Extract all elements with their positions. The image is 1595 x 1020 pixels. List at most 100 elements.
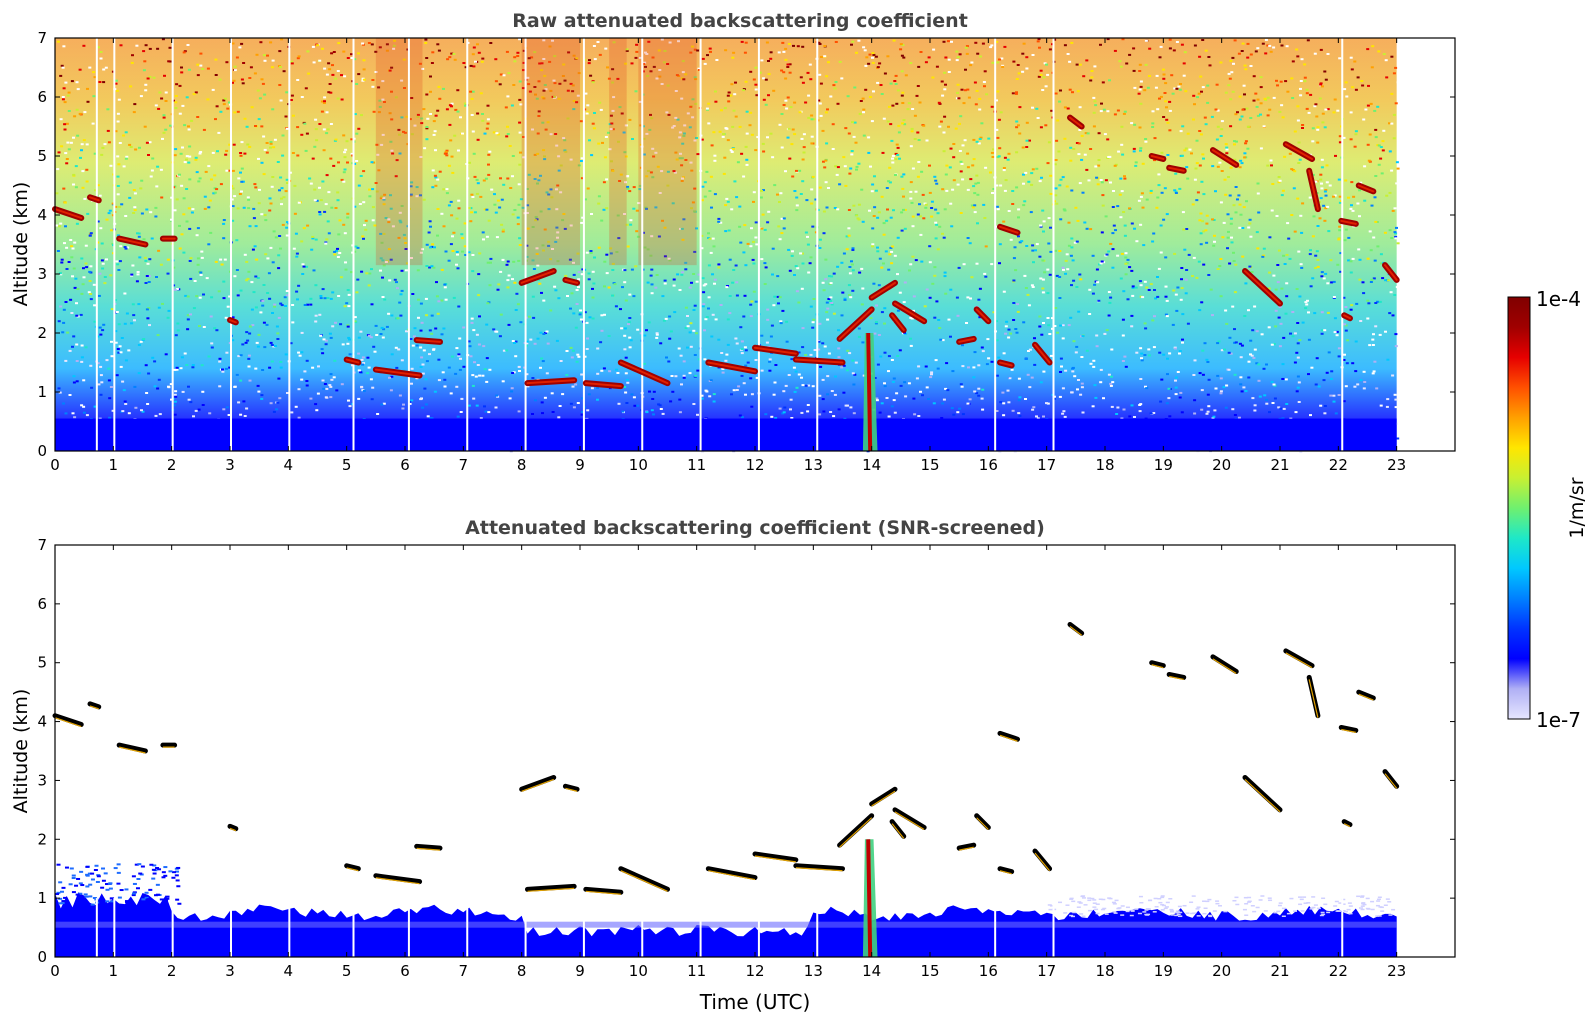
snr-fringe-speckle [1112,903,1117,905]
snr-screened-panel: Attenuated backscattering coefficient (S… [10,517,1456,1014]
snr-aerosol-speckle [61,886,66,889]
snr-aerosol-speckle [131,892,136,895]
snr-fringe-speckle [1366,908,1371,910]
snr-cloud-layer [618,866,670,892]
snr-fringe-speckle [1202,912,1207,915]
snr-cloud-edge [346,867,359,872]
snr-cloud-edge [1358,693,1374,701]
raw-cloud-core [1069,116,1083,128]
raw-cloud-core [564,278,579,284]
snr-cloud-edge [1343,823,1351,828]
raw-cloud-core [999,225,1019,234]
snr-fringe-speckle [1208,915,1213,918]
snr-aerosol-speckle [88,883,93,886]
y-tick-label: 4 [37,713,47,731]
snr-fringe-speckle [1309,908,1314,910]
x-tick-label: 8 [517,456,527,474]
snr-fringe-speckle [1120,914,1125,916]
snr-fringe-speckle [1163,907,1168,910]
raw-cloud-core [118,237,147,246]
snr-aerosol-speckle [96,874,101,877]
snr-fringe-speckle [1215,902,1220,905]
snr-fringe-speckle [1360,895,1365,897]
snr-fringe-speckle [1303,902,1308,904]
x-tick-label: 12 [745,962,764,980]
snr-fringe-speckle [1170,911,1175,913]
y-tick-label: 5 [37,654,47,672]
snr-fringe-speckle [1101,898,1106,901]
raw-cloud-core [1244,270,1281,305]
x-tick-label: 12 [745,456,764,474]
y-tick-label: 4 [37,206,47,224]
snr-fringe-speckle [1081,897,1086,899]
snr-fringe-speckle [1190,912,1195,915]
snr-data-gap [1052,898,1055,957]
raw-cloud-core [1211,149,1238,166]
snr-aerosol-speckle [104,883,109,886]
x-tick-label: 19 [1154,456,1173,474]
snr-fringe-speckle [1293,910,1298,912]
snr-fringe-speckle [1277,904,1282,907]
snr-fringe-speckle [1376,900,1381,902]
raw-cloud-core [1384,264,1398,281]
snr-fringe-speckle [1160,903,1165,906]
snr-cloud-edge [1308,679,1319,718]
snr-data-gap [113,898,116,957]
x-tick-label: 11 [687,962,706,980]
snr-boundary-fringe [55,921,1397,928]
y-tick-label: 2 [37,324,47,342]
raw-cloud-core [1168,166,1185,172]
snr-cloud-layer [752,851,799,863]
snr-aerosol-speckle [71,877,76,880]
snr-aerosol-speckle [119,889,124,892]
snr-aerosol-speckle [174,874,179,877]
snr-fringe-speckle [1174,914,1179,917]
snr-aerosol-speckle [151,877,156,880]
y-tick-label: 2 [37,830,47,848]
snr-cloud-edge [1069,625,1083,636]
snr-aerosol-speckle [176,885,181,888]
snr-fringe-speckle [1161,904,1166,907]
x-tick-label: 14 [862,456,881,474]
snr-fringe-speckle [1375,915,1380,917]
snr-aerosol-speckle [175,898,180,901]
x-tick-label: 17 [1037,962,1056,980]
x-tick-label: 23 [1387,962,1406,980]
raw-data-gap [582,38,585,451]
snr-fringe-speckle [1178,911,1183,914]
snr-fringe-speckle [1267,897,1272,899]
x-tick-label: 2 [167,962,177,980]
raw-cloud-core [1308,169,1319,211]
snr-fringe-speckle [1247,900,1252,903]
snr-fringe-speckle [1370,908,1375,911]
raw-cloud-core [870,281,896,299]
snr-cloud-edge [871,790,896,807]
snr-cloud-edge [89,705,99,710]
raw-y-axis-label: Altitude (km) [10,182,32,307]
snr-fringe-speckle [1311,896,1316,898]
snr-fringe-speckle [1116,907,1121,910]
raw-heatmap [52,38,1400,453]
snr-aerosol-speckle [71,874,76,877]
snr-aerosol-speckle [116,863,121,866]
x-tick-label: 16 [979,962,998,980]
snr-fringe-speckle [1299,898,1304,901]
x-tick-label: 1 [109,962,119,980]
snr-fringe-speckle [1300,910,1305,912]
snr-data-gap [95,898,98,957]
snr-aerosol-speckle [161,871,166,874]
x-tick-label: 16 [979,456,998,474]
x-tick-label: 7 [459,962,469,980]
snr-cloud-edge [119,746,146,754]
snr-fringe-speckle [1081,915,1086,918]
snr-fringe-speckle [1087,897,1092,899]
raw-backscatter-panel: Raw attenuated backscattering coefficien… [10,10,1456,474]
snr-aerosol-speckle [101,879,106,882]
snr-fringe-speckle [1134,908,1139,910]
snr-aerosol-speckle [60,902,65,905]
snr-aerosol-speckle [124,888,129,891]
snr-aerosol-speckle [64,866,69,869]
snr-cloud-edge [585,890,621,895]
snr-aerosol-speckle [71,891,76,894]
snr-aerosol-speckle [63,896,68,899]
